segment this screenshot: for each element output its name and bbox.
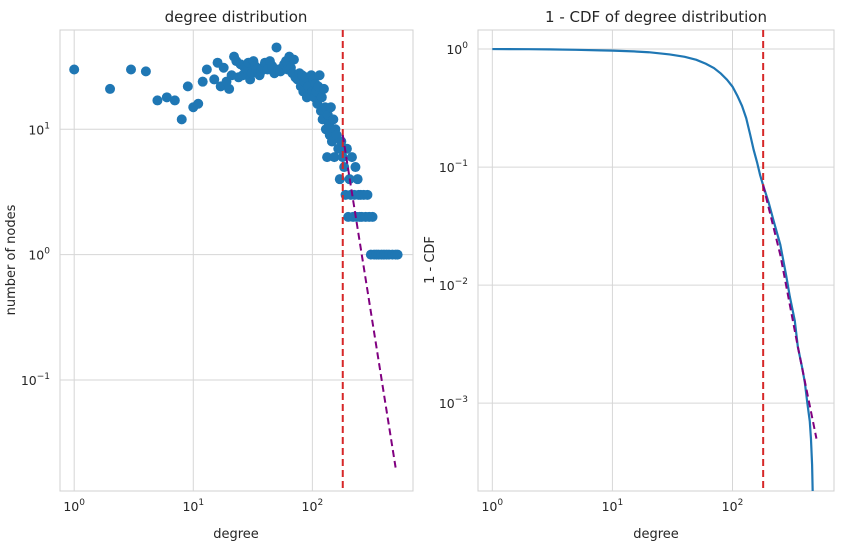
y-tick-label-right-2: 10−1 xyxy=(439,159,468,175)
data-point-5 xyxy=(161,92,172,103)
x-axis-label-left: degree xyxy=(213,527,259,542)
x-ticks-right: 100 101 102 xyxy=(481,498,743,514)
marks-left xyxy=(69,30,403,491)
x-tick-label-right-1: 101 xyxy=(602,498,624,514)
data-point-1 xyxy=(105,83,116,94)
x-tick-label-right-0: 100 xyxy=(481,498,503,514)
data-point-114 xyxy=(367,211,378,222)
data-point-18 xyxy=(224,83,235,94)
fit-line-left xyxy=(341,134,397,468)
data-point-83 xyxy=(325,102,336,113)
data-point-42 xyxy=(271,42,282,53)
chart-cdf: 100 101 102 10−3 10−2 10−1 100 1 - CDF of deg… xyxy=(423,8,835,542)
fit-line-right xyxy=(762,185,818,439)
data-point-104 xyxy=(352,174,363,185)
plot-area-left xyxy=(59,29,414,492)
x-tick-label-left-1: 101 xyxy=(182,498,204,514)
data-point-11 xyxy=(197,76,208,87)
data-point-111 xyxy=(362,189,373,200)
data-point-102 xyxy=(350,162,361,173)
data-point-6 xyxy=(169,95,180,106)
x-axis-label-right: degree xyxy=(633,527,679,542)
y-ticks-left: 10−1 100 101 xyxy=(21,121,50,388)
data-point-52 xyxy=(288,54,299,65)
y-ticks-right: 10−3 10−2 10−1 100 xyxy=(439,41,468,411)
data-point-10 xyxy=(193,98,204,109)
y-tick-label-left-1: 100 xyxy=(28,247,50,263)
data-point-13 xyxy=(209,74,220,85)
x-tick-label-right-2: 102 xyxy=(722,498,744,514)
chart-title-left: degree distribution xyxy=(165,8,308,26)
y-tick-label-right-0: 10−3 xyxy=(439,395,468,411)
data-point-124 xyxy=(392,249,403,260)
data-point-76 xyxy=(318,83,329,94)
data-point-72 xyxy=(314,70,325,81)
y-axis-label-left: number of nodes xyxy=(4,204,19,315)
y-axis-label-right: 1 - CDF xyxy=(423,236,438,284)
x-tick-label-left-0: 100 xyxy=(63,498,85,514)
data-point-99 xyxy=(346,152,357,163)
data-point-4 xyxy=(152,95,163,106)
y-tick-label-left-2: 101 xyxy=(28,121,50,137)
chart-degree-distribution: 100 101 102 10−1 100 101 degree distribution… xyxy=(4,8,414,542)
data-point-86 xyxy=(329,152,340,163)
data-point-79 xyxy=(322,152,333,163)
data-point-85 xyxy=(328,114,339,125)
data-point-12 xyxy=(201,64,212,75)
data-point-7 xyxy=(176,114,187,125)
data-point-16 xyxy=(218,62,229,73)
plot-area-right xyxy=(477,29,835,492)
y-tick-label-right-3: 100 xyxy=(446,41,468,57)
data-point-8 xyxy=(182,81,193,92)
data-point-2 xyxy=(126,64,137,75)
x-ticks-left: 100 101 102 xyxy=(63,498,323,514)
x-tick-label-left-2: 102 xyxy=(302,498,324,514)
marks-right xyxy=(492,30,818,492)
y-tick-label-right-1: 10−2 xyxy=(439,277,468,293)
chart-title-right: 1 - CDF of degree distribution xyxy=(545,8,767,26)
data-point-93 xyxy=(339,162,350,173)
data-point-3 xyxy=(140,66,151,77)
data-point-74 xyxy=(316,92,327,103)
y-tick-label-left-0: 10−1 xyxy=(21,372,50,388)
data-point-0 xyxy=(69,64,80,75)
